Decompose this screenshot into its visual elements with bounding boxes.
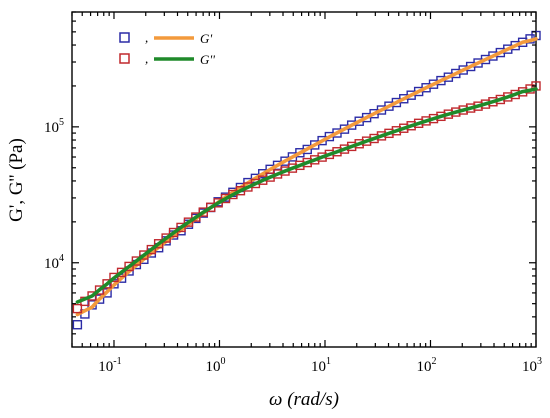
data-point-marker [176, 222, 186, 233]
axis-ticks: 10-1 100 101 102 103 104 105 [44, 11, 542, 375]
plot-area-border [71, 11, 537, 348]
fit-curve [75, 87, 538, 304]
x-tick-label: 103 [522, 356, 542, 375]
data-point-marker [161, 233, 171, 243]
y-axis-title: G', G'' (Pa) [6, 138, 27, 222]
y-tick-label: 104 [44, 253, 64, 272]
legend-separator: , [145, 30, 148, 45]
legend: , G', G'' [119, 30, 215, 67]
legend-label: G'' [200, 52, 215, 67]
x-tick-label: 101 [311, 356, 331, 375]
data-point-marker [124, 261, 134, 272]
data-point-marker [72, 303, 83, 314]
data-point-marker [183, 217, 194, 227]
legend-marker [119, 53, 130, 64]
data-point-marker [191, 212, 201, 222]
data-point-marker [131, 256, 142, 266]
legend-item: , G'' [119, 51, 215, 67]
legend-marker [119, 32, 130, 43]
data-point-marker [94, 285, 105, 295]
fit-curve [75, 37, 538, 317]
plot-frame [71, 11, 537, 348]
series-storage-modulus [72, 30, 541, 330]
data-point-marker [116, 267, 127, 278]
data-point-marker [146, 244, 157, 255]
y-tick-label: 105 [44, 117, 64, 136]
legend-separator: , [145, 51, 148, 66]
data-point-marker [153, 239, 164, 249]
x-tick-label: 10-1 [98, 356, 121, 375]
x-tick-label: 102 [416, 356, 436, 375]
legend-item: , G' [119, 30, 212, 46]
data-point-marker [198, 207, 208, 217]
data-point-marker [139, 250, 149, 260]
data-point-marker [102, 279, 112, 289]
x-tick-label: 100 [205, 356, 225, 375]
data-point-marker [109, 272, 119, 283]
data-point-marker [168, 227, 179, 238]
data-point-marker [72, 320, 83, 330]
x-axis-title: ω (rad/s) [269, 389, 339, 410]
series-layer [72, 30, 541, 330]
legend-label: G' [200, 31, 212, 46]
series-loss-modulus [72, 81, 541, 314]
